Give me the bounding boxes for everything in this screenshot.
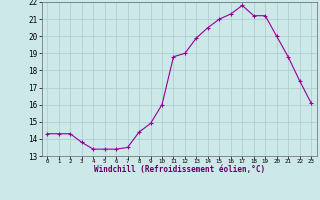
X-axis label: Windchill (Refroidissement éolien,°C): Windchill (Refroidissement éolien,°C) <box>94 165 265 174</box>
